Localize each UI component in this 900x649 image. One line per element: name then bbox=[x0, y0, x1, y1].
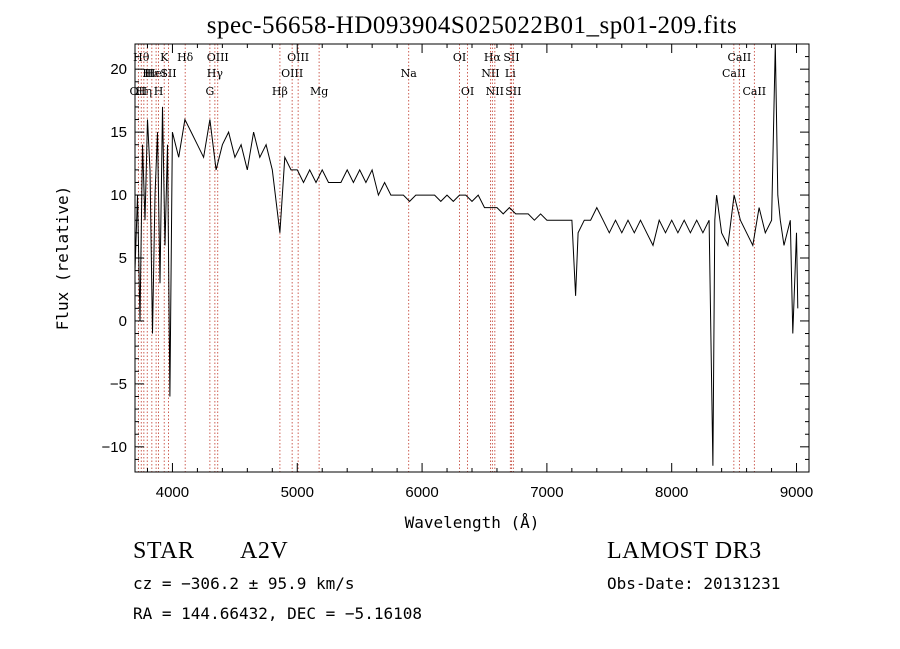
y-tick-label: 0 bbox=[119, 313, 127, 330]
line-label: Na bbox=[401, 67, 418, 80]
line-label: K bbox=[160, 51, 169, 64]
redshift-readout: cz = −306.2 ± 95.9 km/s bbox=[133, 574, 355, 593]
line-label: Hγ bbox=[207, 67, 224, 80]
x-tick-label: 4000 bbox=[156, 484, 189, 501]
line-label: G bbox=[205, 85, 214, 98]
y-tick-label: −5 bbox=[110, 376, 127, 393]
x-tick-label: 9000 bbox=[780, 484, 813, 501]
x-axis-label: Wavelength (Å) bbox=[405, 513, 540, 532]
spectral-subclass: A2V bbox=[240, 538, 289, 564]
line-label: Hδ bbox=[177, 51, 194, 64]
chart-title: spec-56658-HD093904S025022B01_sp01-209.f… bbox=[207, 12, 738, 39]
line-label: OI bbox=[453, 51, 466, 64]
line-label: SII bbox=[160, 67, 176, 80]
y-tick-label: 5 bbox=[119, 250, 127, 267]
line-label: CaII bbox=[722, 67, 746, 80]
line-label: Hη bbox=[136, 85, 152, 98]
y-tick-label: 10 bbox=[110, 187, 127, 204]
line-label: Hα bbox=[484, 51, 502, 64]
line-label: Hθ bbox=[133, 51, 150, 64]
spectral-class: STAR bbox=[133, 538, 195, 564]
x-tick-label: 8000 bbox=[655, 484, 688, 501]
line-label: Mg bbox=[310, 85, 328, 98]
line-label: H bbox=[142, 67, 152, 80]
line-label: SII bbox=[503, 51, 519, 64]
line-label: OI bbox=[461, 85, 474, 98]
obs-date: Obs-Date: 20131231 bbox=[607, 574, 781, 593]
line-label: Hβ bbox=[272, 85, 288, 98]
line-label: H bbox=[154, 85, 164, 98]
line-label: OII bbox=[130, 85, 148, 98]
line-label: SII bbox=[505, 85, 521, 98]
y-axis-label: Flux (relative) bbox=[53, 186, 72, 331]
line-label: NII bbox=[481, 67, 499, 80]
line-label: CaII bbox=[742, 85, 766, 98]
line-label: OIII bbox=[207, 51, 229, 64]
x-tick-label: 5000 bbox=[281, 484, 314, 501]
coordinates: RA = 144.66432, DEC = −5.16108 bbox=[133, 604, 422, 623]
line-label: HeI bbox=[146, 67, 166, 80]
spectrum-line bbox=[134, 43, 799, 466]
y-tick-label: 15 bbox=[110, 124, 127, 141]
line-label: CaII bbox=[728, 51, 752, 64]
x-tick-label: 7000 bbox=[530, 484, 563, 501]
plot-frame bbox=[134, 43, 810, 473]
line-label: OIII bbox=[287, 51, 309, 64]
y-tick-label: 20 bbox=[110, 61, 127, 78]
line-label: OIII bbox=[281, 67, 303, 80]
line-label: Li bbox=[505, 67, 516, 80]
survey-name: LAMOST DR3 bbox=[607, 538, 762, 564]
line-label: NII bbox=[486, 85, 504, 98]
x-tick-label: 6000 bbox=[405, 484, 438, 501]
y-tick-label: −10 bbox=[102, 439, 127, 456]
